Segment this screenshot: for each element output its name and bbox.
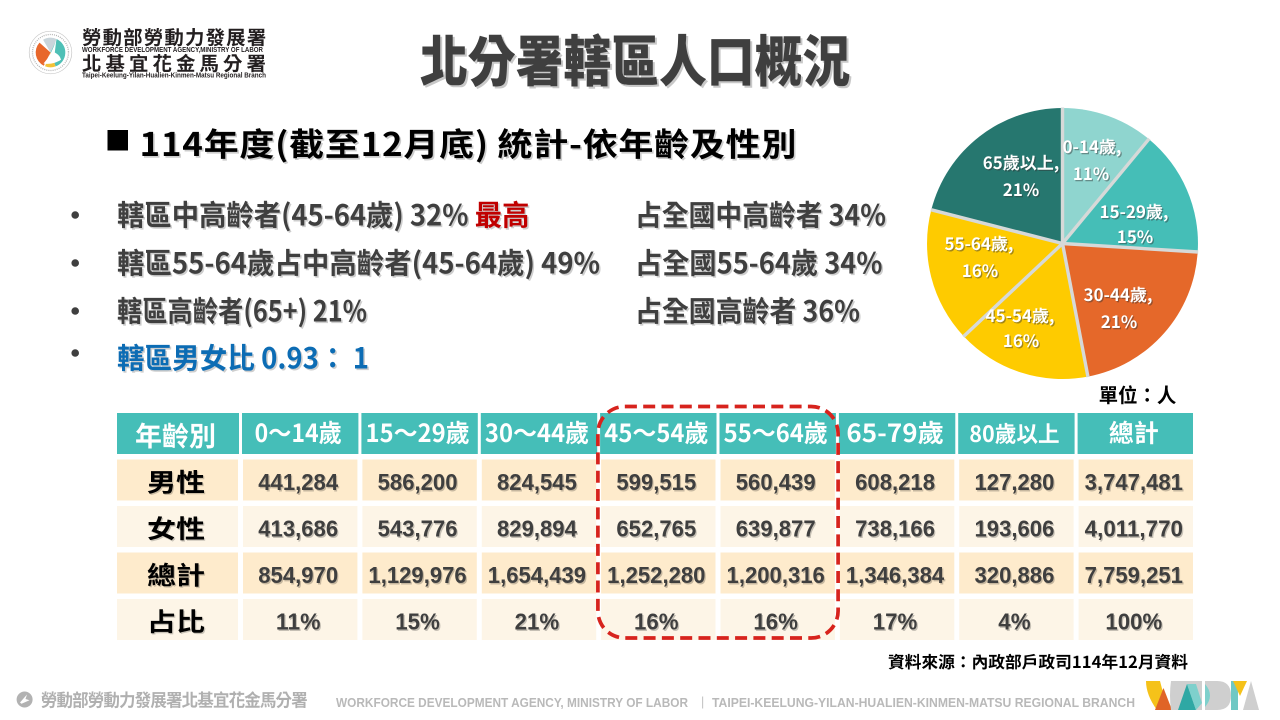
svg-text:15%: 15%: [396, 610, 441, 636]
svg-text:16%: 16%: [635, 610, 680, 636]
svg-text:WORKFORCE DEVELOPMENT AGENCY,M: WORKFORCE DEVELOPMENT AGENCY,MINISTRY OF…: [82, 47, 263, 54]
svg-text:543,776: 543,776: [378, 516, 458, 542]
svg-text:|: |: [701, 695, 704, 709]
svg-text:320,886: 320,886: [974, 562, 1054, 588]
svg-text:16%: 16%: [755, 610, 800, 636]
svg-text:320,886: 320,886: [976, 563, 1056, 589]
svg-text:127,280: 127,280: [976, 470, 1056, 496]
svg-text:1,129,976: 1,129,976: [368, 562, 466, 588]
svg-text:599,515: 599,515: [616, 469, 696, 495]
svg-text:1,252,280: 1,252,280: [608, 563, 706, 589]
svg-text:21%: 21%: [515, 609, 560, 635]
svg-text:17%: 17%: [873, 609, 918, 635]
svg-text:608,218: 608,218: [855, 469, 935, 495]
svg-text:3,747,481: 3,747,481: [1086, 470, 1184, 496]
svg-text:16%: 16%: [634, 609, 679, 635]
svg-text:WORKFORCE DEVELOPMENT AGENCY,: WORKFORCE DEVELOPMENT AGENCY, MINISTRY O…: [336, 695, 689, 710]
svg-text:193,606: 193,606: [974, 516, 1054, 542]
svg-text:560,439: 560,439: [737, 470, 817, 496]
svg-text:586,200: 586,200: [379, 470, 459, 496]
svg-text:413,686: 413,686: [258, 516, 338, 542]
svg-text:1,654,439: 1,654,439: [488, 562, 586, 588]
svg-text:586,200: 586,200: [378, 469, 458, 495]
svg-text:127,280: 127,280: [974, 469, 1054, 495]
svg-text:1,346,384: 1,346,384: [846, 562, 944, 588]
svg-text:829,894: 829,894: [497, 516, 577, 542]
svg-text:Taipei-Keelung-Yilan-Hualien-K: Taipei-Keelung-Yilan-Hualien-Kinmen-Mats…: [82, 70, 266, 79]
svg-text:413,686: 413,686: [259, 517, 339, 543]
svg-text:11%: 11%: [277, 610, 322, 636]
svg-text:560,439: 560,439: [736, 469, 816, 495]
svg-text:1,252,280: 1,252,280: [607, 562, 705, 588]
svg-text:543,776: 543,776: [379, 517, 459, 543]
svg-text:639,877: 639,877: [736, 516, 816, 542]
svg-text:21%: 21%: [516, 610, 561, 636]
svg-text:17%: 17%: [874, 610, 919, 636]
svg-text:15%: 15%: [395, 609, 440, 635]
svg-text:193,606: 193,606: [976, 517, 1056, 543]
svg-text:829,894: 829,894: [498, 517, 578, 543]
svg-text:599,515: 599,515: [618, 470, 698, 496]
svg-text:7,759,251: 7,759,251: [1085, 562, 1183, 588]
svg-text:1,654,439: 1,654,439: [489, 563, 587, 589]
svg-text:441,284: 441,284: [259, 470, 339, 496]
svg-text:16%: 16%: [753, 609, 798, 635]
svg-text:1,129,976: 1,129,976: [370, 563, 468, 589]
svg-text:100%: 100%: [1107, 610, 1164, 636]
svg-text:854,970: 854,970: [259, 563, 339, 589]
svg-text:TAIPEI-KEELUNG-YILAN-HUALIEN-K: TAIPEI-KEELUNG-YILAN-HUALIEN-KINMEN-MATS…: [712, 695, 1135, 710]
svg-text:652,765: 652,765: [618, 517, 698, 543]
svg-text:4%: 4%: [999, 610, 1031, 636]
svg-text:7,759,251: 7,759,251: [1086, 563, 1184, 589]
svg-text:738,166: 738,166: [856, 517, 936, 543]
svg-text:100%: 100%: [1105, 609, 1162, 635]
svg-text:652,765: 652,765: [616, 516, 696, 542]
svg-text:3,747,481: 3,747,481: [1085, 469, 1183, 495]
svg-text:11%: 11%: [276, 609, 321, 635]
svg-text:824,545: 824,545: [497, 469, 577, 495]
svg-text:608,218: 608,218: [856, 470, 936, 496]
svg-text:738,166: 738,166: [855, 516, 935, 542]
svg-text:1,200,316: 1,200,316: [728, 563, 826, 589]
svg-text:639,877: 639,877: [737, 517, 817, 543]
svg-text:441,284: 441,284: [258, 469, 338, 495]
svg-text:1,346,384: 1,346,384: [847, 563, 945, 589]
svg-text:4%: 4%: [998, 609, 1030, 635]
svg-text:854,970: 854,970: [258, 562, 338, 588]
svg-text:4,011,770: 4,011,770: [1085, 516, 1183, 542]
svg-text:1,200,316: 1,200,316: [727, 562, 825, 588]
svg-text:4,011,770: 4,011,770: [1086, 517, 1184, 543]
svg-text:824,545: 824,545: [498, 470, 578, 496]
